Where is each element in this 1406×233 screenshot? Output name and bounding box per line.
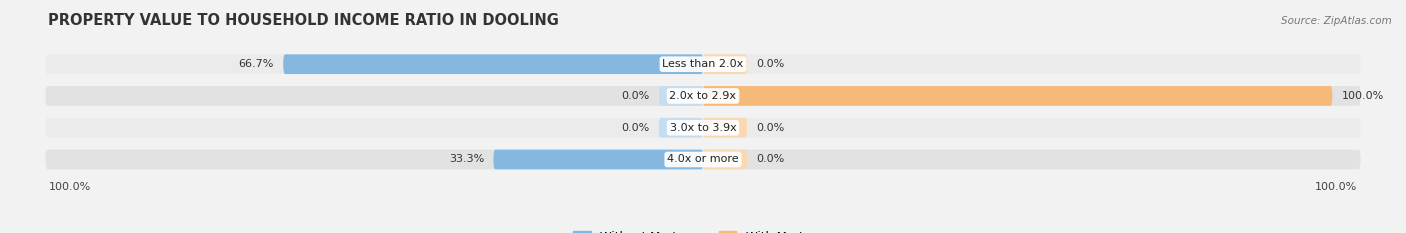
Text: 100.0%: 100.0% — [1315, 182, 1358, 192]
FancyBboxPatch shape — [45, 54, 1361, 74]
Text: 0.0%: 0.0% — [756, 59, 785, 69]
FancyBboxPatch shape — [494, 150, 703, 169]
Text: 33.3%: 33.3% — [449, 154, 484, 164]
Text: 100.0%: 100.0% — [1341, 91, 1384, 101]
Text: 4.0x or more: 4.0x or more — [668, 154, 738, 164]
Text: PROPERTY VALUE TO HOUSEHOLD INCOME RATIO IN DOOLING: PROPERTY VALUE TO HOUSEHOLD INCOME RATIO… — [48, 13, 560, 28]
FancyBboxPatch shape — [45, 118, 1361, 137]
Text: 2.0x to 2.9x: 2.0x to 2.9x — [669, 91, 737, 101]
FancyBboxPatch shape — [703, 118, 747, 137]
Text: 0.0%: 0.0% — [621, 123, 650, 133]
Text: 0.0%: 0.0% — [756, 154, 785, 164]
Text: 0.0%: 0.0% — [756, 123, 785, 133]
Text: 3.0x to 3.9x: 3.0x to 3.9x — [669, 123, 737, 133]
FancyBboxPatch shape — [45, 86, 1361, 106]
FancyBboxPatch shape — [45, 150, 1361, 169]
Legend: Without Mortgage, With Mortgage: Without Mortgage, With Mortgage — [568, 226, 838, 233]
FancyBboxPatch shape — [283, 54, 703, 74]
FancyBboxPatch shape — [659, 86, 703, 106]
FancyBboxPatch shape — [659, 118, 703, 137]
Text: 100.0%: 100.0% — [48, 182, 91, 192]
Text: 0.0%: 0.0% — [621, 91, 650, 101]
FancyBboxPatch shape — [703, 150, 747, 169]
FancyBboxPatch shape — [703, 86, 1333, 106]
Text: Source: ZipAtlas.com: Source: ZipAtlas.com — [1281, 16, 1392, 26]
Text: Less than 2.0x: Less than 2.0x — [662, 59, 744, 69]
FancyBboxPatch shape — [703, 54, 747, 74]
Text: 66.7%: 66.7% — [239, 59, 274, 69]
